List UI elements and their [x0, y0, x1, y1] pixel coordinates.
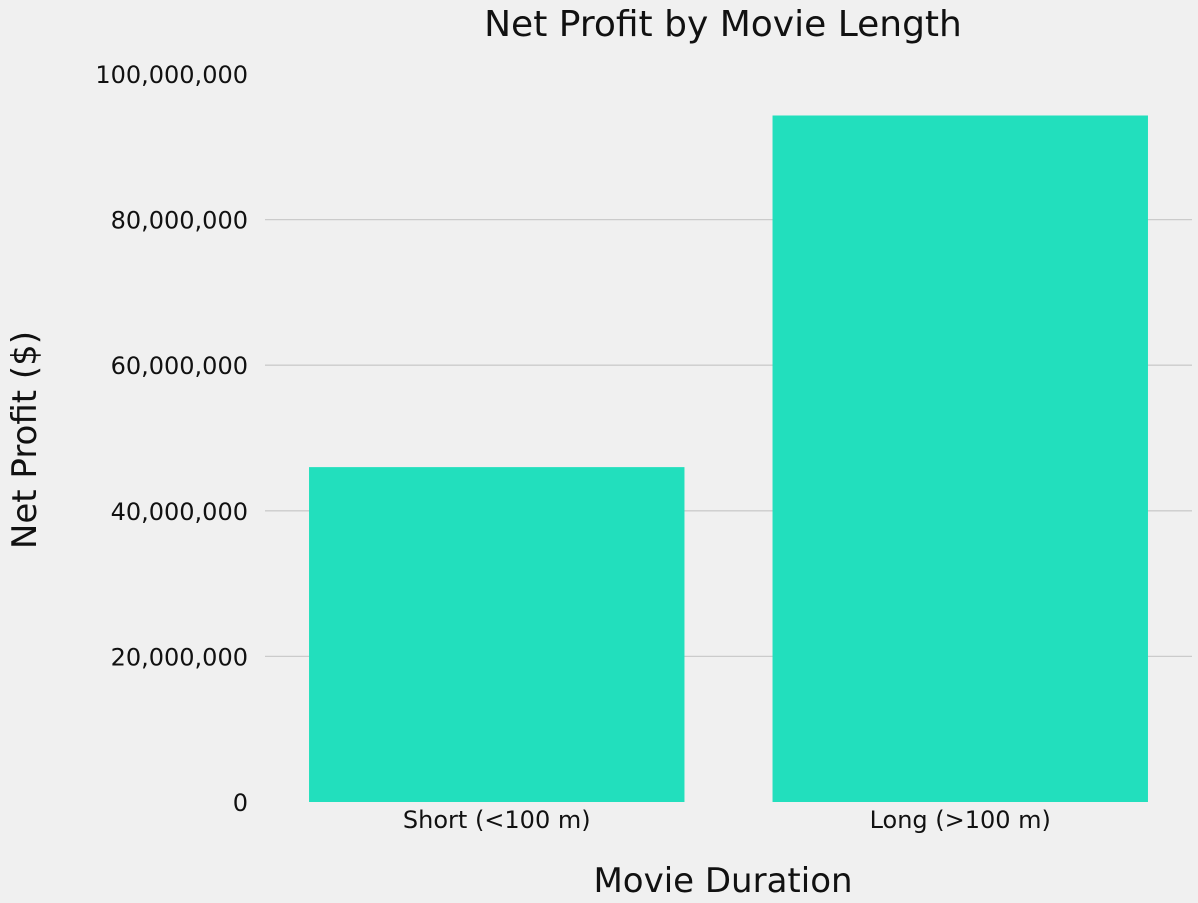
y-axis-label: Net Profit ($) — [5, 331, 45, 549]
y-tick-label: 40,000,000 — [111, 498, 248, 526]
y-axis-ticks: 0 20,000,000 40,000,000 60,000,000 80,000,00… — [95, 61, 248, 817]
y-tick-label: 0 — [233, 789, 248, 817]
y-tick-label: 80,000,000 — [111, 207, 248, 235]
bar-long — [772, 115, 1148, 803]
y-tick-label: 60,000,000 — [111, 352, 248, 380]
x-axis-label: Movie Duration — [593, 861, 852, 901]
x-tick-label: Long (>100 m) — [870, 806, 1051, 834]
x-axis-ticks: Short (<100 m) Long (>100 m) — [403, 806, 1051, 834]
chart-title: Net Profit by Movie Length — [484, 4, 962, 45]
y-tick-label: 100,000,000 — [95, 61, 248, 89]
bars — [309, 115, 1148, 803]
bar-short — [309, 467, 685, 802]
y-tick-label: 20,000,000 — [111, 643, 248, 671]
x-tick-label: Short (<100 m) — [403, 806, 591, 834]
